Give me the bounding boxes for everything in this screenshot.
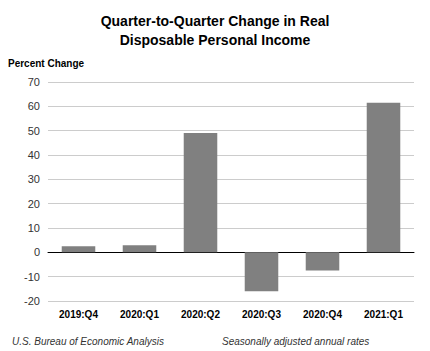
svg-text:-10: -10 xyxy=(24,271,40,283)
svg-text:2021:Q1: 2021:Q1 xyxy=(364,309,403,320)
svg-text:2019:Q4: 2019:Q4 xyxy=(59,309,98,320)
svg-text:30: 30 xyxy=(28,173,40,185)
svg-text:10: 10 xyxy=(28,222,40,234)
svg-text:2020:Q3: 2020:Q3 xyxy=(242,309,281,320)
svg-text:Percent Change: Percent Change xyxy=(8,58,85,69)
svg-text:Quarter-to-Quarter Change in R: Quarter-to-Quarter Change in Real xyxy=(101,13,330,29)
svg-text:0: 0 xyxy=(34,246,40,258)
svg-text:2020:Q2: 2020:Q2 xyxy=(181,309,220,320)
svg-text:70: 70 xyxy=(28,76,40,88)
svg-text:2020:Q1: 2020:Q1 xyxy=(120,309,159,320)
svg-text:60: 60 xyxy=(28,100,40,112)
svg-text:50: 50 xyxy=(28,125,40,137)
svg-text:-20: -20 xyxy=(24,295,40,307)
svg-text:Seasonally adjusted annual rat: Seasonally adjusted annual rates xyxy=(222,336,369,347)
svg-text:Disposable Personal Income: Disposable Personal Income xyxy=(120,32,311,48)
svg-text:U.S. Bureau of Economic Analys: U.S. Bureau of Economic Analysis xyxy=(12,336,164,347)
svg-text:40: 40 xyxy=(28,149,40,161)
svg-text:20: 20 xyxy=(28,198,40,210)
svg-text:2020:Q4: 2020:Q4 xyxy=(303,309,342,320)
